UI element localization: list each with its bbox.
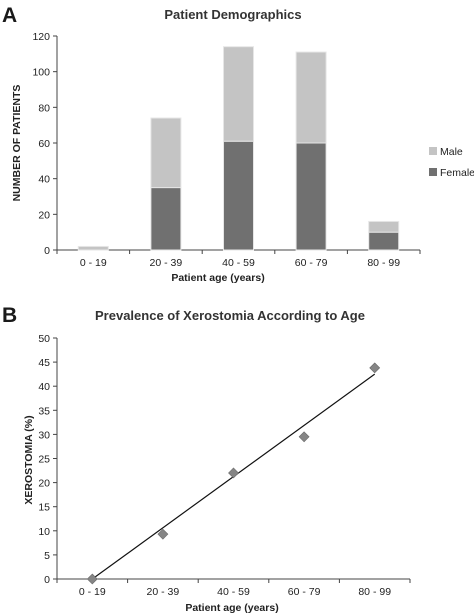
- chart-b-y-tick-label: 25: [38, 454, 50, 466]
- chart-b-y-tick-label: 40: [38, 381, 50, 393]
- chart-b-x-tick-label: 80 - 99: [358, 586, 391, 598]
- chart-b-y-tick-label: 30: [38, 429, 50, 441]
- chart-b-x-tick-label: 40 - 59: [217, 586, 250, 598]
- panel-b: B Prevalence of Xerostomia According to …: [2, 304, 411, 614]
- chart-b-x-tick-label: 0 - 19: [79, 586, 106, 598]
- chart-a-y-axis-label: NUMBER OF PATIENTS: [11, 85, 23, 202]
- chart-a-y-ticks: 0 20 40 60 80 100 120: [32, 31, 57, 257]
- chart-a-y-tick-label: 80: [38, 102, 50, 114]
- point-40-59: [228, 467, 239, 479]
- point-20-39: [157, 528, 169, 540]
- point-80-99: [369, 362, 381, 374]
- panel-a: A Patient Demographics NUMBER OF PATIENT…: [2, 4, 474, 284]
- legend-label-female: Female: [440, 167, 474, 179]
- chart-a-x-axis-label: Patient age (years): [171, 272, 264, 284]
- bar-male-40-59: [223, 46, 254, 142]
- chart-a-x-tick-label: 40 - 59: [222, 257, 255, 269]
- chart-b-y-tick-label: 10: [38, 526, 50, 538]
- chart-b-x-tick-label: 60 - 79: [288, 586, 321, 598]
- chart-b-y-tick-label: 15: [38, 502, 50, 514]
- chart-b-x-axis-label: Patient age (years): [185, 602, 278, 614]
- chart-a-y-tick-label: 40: [38, 174, 50, 186]
- panel-a-letter: A: [2, 4, 17, 27]
- chart-b-y-tick-label: 45: [38, 357, 50, 369]
- bar-female-80-99: [368, 231, 400, 251]
- chart-a-y-tick-label: 60: [38, 138, 50, 150]
- chart-a-x-tick-label: 20 - 39: [150, 257, 183, 269]
- chart-a-y-tick-label: 100: [32, 67, 50, 79]
- bar-male-80-99: [368, 220, 400, 233]
- chart-b-title: Prevalence of Xerostomia According to Ag…: [95, 308, 365, 323]
- point-60-79: [298, 431, 310, 443]
- chart-b-y-tick-label: 20: [38, 478, 50, 490]
- chart-a-x-tick-label: 60 - 79: [295, 257, 328, 269]
- panel-b-letter: B: [2, 304, 17, 327]
- chart-b-points: [86, 362, 381, 585]
- chart-b-y-axis-label: XEROSTOMIA (%): [23, 415, 35, 504]
- bar-male-60-79: [295, 51, 327, 144]
- bar-female-20-39: [150, 187, 182, 251]
- legend-swatch-male: [429, 147, 437, 155]
- bar-female-40-59: [223, 140, 254, 251]
- legend-swatch-female: [429, 168, 437, 176]
- bar-male-20-39: [150, 117, 182, 189]
- chart-a-y-tick-label: 0: [44, 245, 50, 257]
- chart-b-y-tick-label: 0: [44, 574, 50, 586]
- chart-b-x-ticks: 0 - 19 20 - 39 40 - 59 60 - 79 80 - 99: [56, 579, 411, 598]
- chart-a-x-tick-label: 0 - 19: [80, 257, 107, 269]
- chart-a-legend: Male Female: [429, 146, 474, 179]
- chart-b-y-tick-label: 35: [38, 405, 50, 417]
- chart-a-y-tick-label: 120: [32, 31, 50, 43]
- chart-b-y-tick-label: 50: [38, 333, 50, 345]
- chart-a-title: Patient Demographics: [164, 7, 301, 22]
- chart-a-x-tick-label: 80 - 99: [367, 257, 400, 269]
- chart-b-y-ticks: 0 5 10 15 20 25 30 35 40 45 50: [38, 333, 57, 586]
- bar-male-0-19: [77, 245, 109, 251]
- bar-female-60-79: [295, 142, 327, 251]
- legend-label-male: Male: [440, 146, 463, 158]
- chart-a-y-tick-label: 20: [38, 209, 50, 221]
- chart-a-bars: [77, 46, 400, 251]
- point-0-19: [86, 573, 98, 585]
- chart-b-x-tick-label: 20 - 39: [147, 586, 180, 598]
- chart-a-x-ticks: 0 - 19 20 - 39 40 - 59 60 - 79 80 - 99: [56, 250, 421, 269]
- chart-b-y-tick-label: 5: [44, 550, 50, 562]
